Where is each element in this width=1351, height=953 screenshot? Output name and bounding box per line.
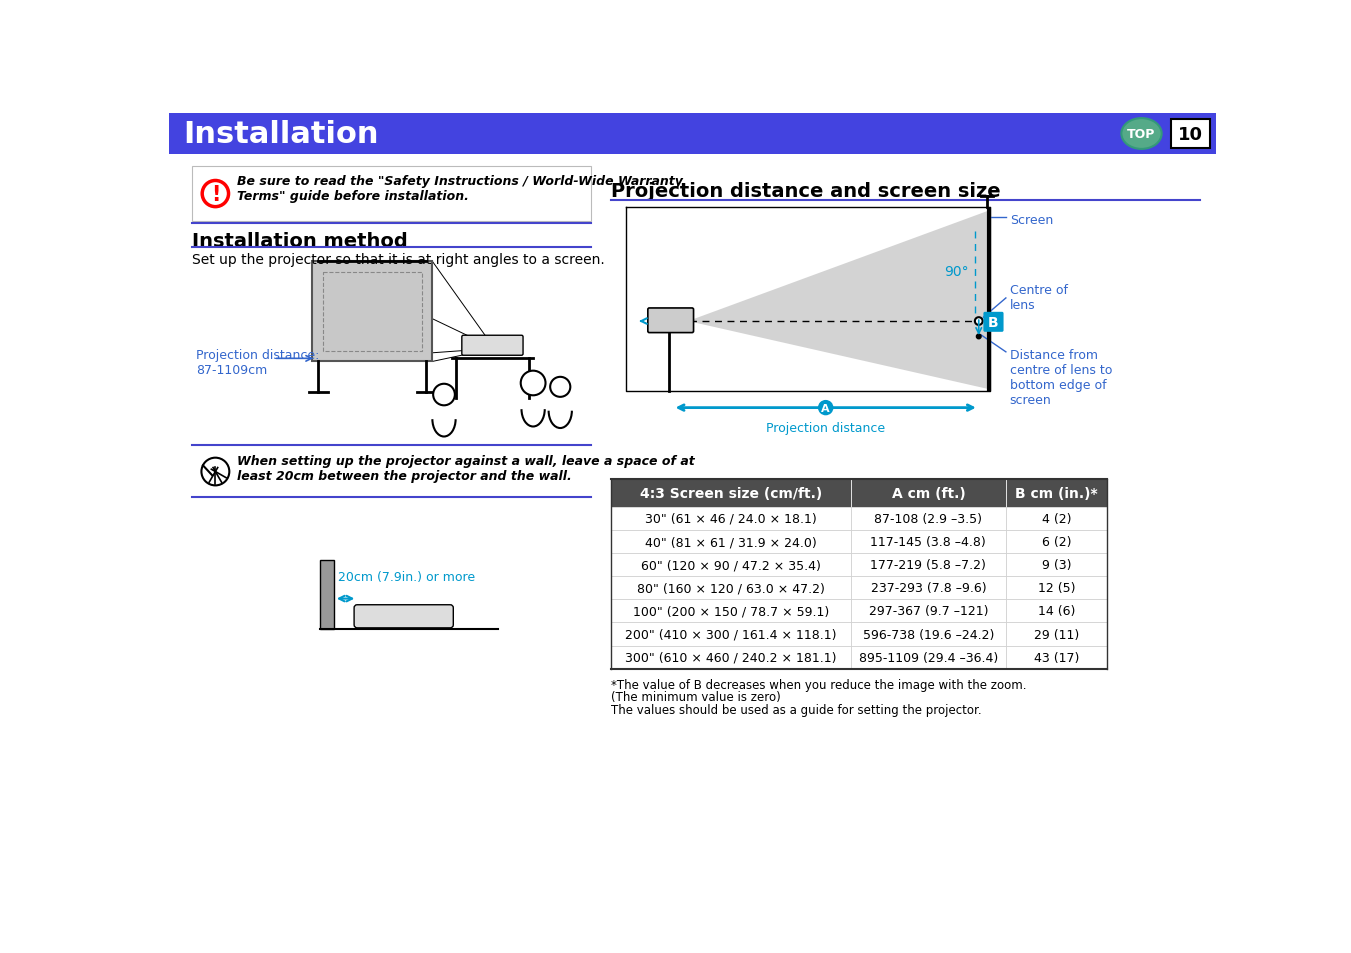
- Text: 200" (410 × 300 / 161.4 × 118.1): 200" (410 × 300 / 161.4 × 118.1): [626, 628, 836, 640]
- Text: 87-108 (2.9 –3.5): 87-108 (2.9 –3.5): [874, 513, 982, 525]
- Text: A: A: [821, 403, 830, 414]
- FancyBboxPatch shape: [462, 335, 523, 355]
- Bar: [192, 167, 592, 222]
- FancyBboxPatch shape: [354, 605, 454, 628]
- Text: (The minimum value is zero): (The minimum value is zero): [611, 691, 781, 703]
- Ellipse shape: [1121, 119, 1162, 150]
- Text: 30" (61 × 46 / 24.0 × 18.1): 30" (61 × 46 / 24.0 × 18.1): [644, 513, 816, 525]
- Bar: [851, 599, 1006, 623]
- FancyBboxPatch shape: [648, 309, 693, 334]
- Text: Set up the projector so that it is at right angles to a screen.: Set up the projector so that it is at ri…: [192, 253, 605, 267]
- Bar: [611, 531, 851, 554]
- Text: 895-1109 (29.4 –36.4): 895-1109 (29.4 –36.4): [859, 651, 998, 664]
- Circle shape: [550, 377, 570, 397]
- Text: A cm (ft.): A cm (ft.): [892, 487, 965, 500]
- Bar: [611, 479, 851, 507]
- Text: Be sure to read the "Safety Instructions / World-Wide Warranty
Terms" guide befo: Be sure to read the "Safety Instructions…: [236, 174, 684, 202]
- Bar: [851, 531, 1006, 554]
- Bar: [1006, 554, 1106, 577]
- Text: Installation: Installation: [182, 120, 378, 149]
- Bar: [312, 262, 432, 362]
- Bar: [611, 599, 851, 623]
- Text: 177-219 (5.8 –7.2): 177-219 (5.8 –7.2): [870, 558, 986, 572]
- Bar: [611, 623, 851, 646]
- Circle shape: [203, 181, 228, 208]
- Text: 6 (2): 6 (2): [1042, 536, 1071, 549]
- Text: Projection distance: Projection distance: [766, 422, 885, 435]
- Text: Projection distance and screen size: Projection distance and screen size: [611, 182, 1000, 201]
- Text: B: B: [988, 315, 998, 330]
- FancyBboxPatch shape: [984, 313, 1004, 333]
- Bar: [851, 646, 1006, 669]
- Bar: [1006, 577, 1106, 599]
- Text: 29 (11): 29 (11): [1034, 628, 1079, 640]
- Text: When setting up the projector against a wall, leave a space of at
least 20cm bet: When setting up the projector against a …: [236, 455, 694, 482]
- Bar: [1006, 646, 1106, 669]
- Text: 9 (3): 9 (3): [1042, 558, 1071, 572]
- Bar: [851, 577, 1006, 599]
- Text: 4:3 Screen size (cm/ft.): 4:3 Screen size (cm/ft.): [639, 487, 821, 500]
- Text: Screen: Screen: [1009, 213, 1052, 227]
- Text: B cm (in.)*: B cm (in.)*: [1015, 487, 1097, 500]
- Text: Centre of
lens: Centre of lens: [1009, 283, 1067, 312]
- Text: The values should be used as a guide for setting the projector.: The values should be used as a guide for…: [611, 702, 981, 716]
- Circle shape: [520, 372, 546, 395]
- Text: 100" (200 × 150 / 78.7 × 59.1): 100" (200 × 150 / 78.7 × 59.1): [632, 605, 830, 618]
- Bar: [1006, 599, 1106, 623]
- Bar: [611, 646, 851, 669]
- Text: 43 (17): 43 (17): [1034, 651, 1079, 664]
- Text: 80" (160 × 120 / 63.0 × 47.2): 80" (160 × 120 / 63.0 × 47.2): [636, 581, 824, 595]
- Bar: [1006, 531, 1106, 554]
- Text: 596-738 (19.6 –24.2): 596-738 (19.6 –24.2): [863, 628, 994, 640]
- Text: Distance from
centre of lens to
bottom edge of
screen: Distance from centre of lens to bottom e…: [1009, 349, 1112, 407]
- Text: Projection distance:
87-1109cm: Projection distance: 87-1109cm: [196, 349, 319, 377]
- Text: TOP: TOP: [1127, 128, 1155, 141]
- Bar: [611, 507, 851, 531]
- Bar: [1171, 120, 1209, 149]
- Text: Installation method: Installation method: [192, 232, 408, 251]
- Bar: [1006, 507, 1106, 531]
- Bar: [851, 507, 1006, 531]
- Text: 117-145 (3.8 –4.8): 117-145 (3.8 –4.8): [870, 536, 986, 549]
- Bar: [611, 577, 851, 599]
- Bar: [851, 479, 1006, 507]
- Bar: [1006, 623, 1106, 646]
- Text: !: !: [211, 184, 220, 204]
- Text: 40" (81 × 61 / 31.9 × 24.0): 40" (81 × 61 / 31.9 × 24.0): [644, 536, 816, 549]
- Text: *The value of B decreases when you reduce the image with the zoom.: *The value of B decreases when you reduc…: [611, 679, 1027, 691]
- Text: 237-293 (7.8 –9.6): 237-293 (7.8 –9.6): [870, 581, 986, 595]
- Text: 90°: 90°: [944, 265, 969, 279]
- Polygon shape: [688, 212, 989, 390]
- Text: 4 (2): 4 (2): [1042, 513, 1071, 525]
- Text: 12 (5): 12 (5): [1038, 581, 1075, 595]
- Bar: [169, 114, 1216, 154]
- Bar: [320, 560, 334, 630]
- Circle shape: [977, 335, 981, 339]
- Circle shape: [975, 318, 982, 326]
- Circle shape: [434, 384, 455, 406]
- Text: 20cm (7.9in.) or more: 20cm (7.9in.) or more: [338, 571, 476, 583]
- Text: 297-367 (9.7 –121): 297-367 (9.7 –121): [869, 605, 988, 618]
- Text: 14 (6): 14 (6): [1038, 605, 1075, 618]
- Bar: [611, 554, 851, 577]
- Bar: [851, 554, 1006, 577]
- Circle shape: [201, 458, 230, 486]
- Bar: [851, 623, 1006, 646]
- Text: 300" (610 × 460 / 240.2 × 181.1): 300" (610 × 460 / 240.2 × 181.1): [626, 651, 836, 664]
- Text: 10: 10: [1178, 126, 1202, 143]
- Bar: [1006, 479, 1106, 507]
- Circle shape: [817, 400, 834, 416]
- Text: 60" (120 × 90 / 47.2 × 35.4): 60" (120 × 90 / 47.2 × 35.4): [640, 558, 820, 572]
